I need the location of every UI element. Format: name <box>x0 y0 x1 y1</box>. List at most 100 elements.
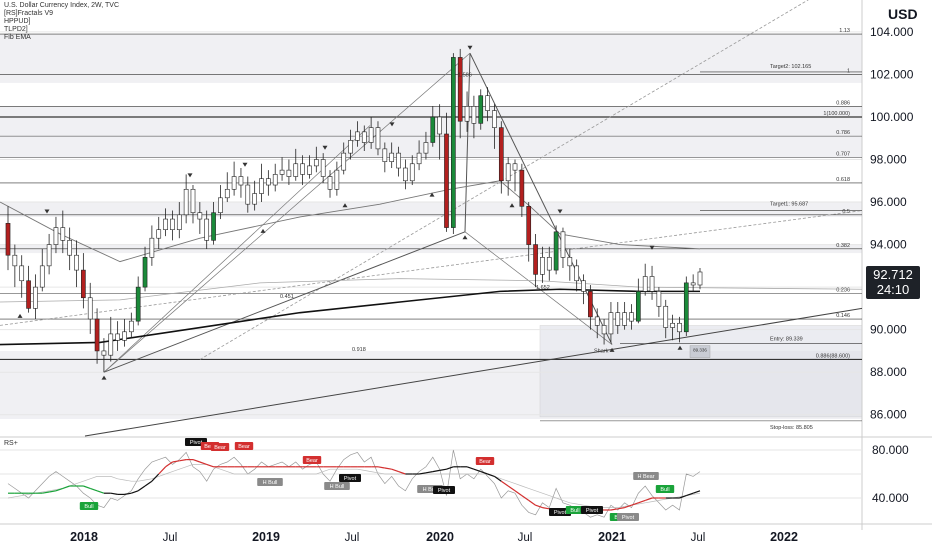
candle <box>5 223 11 256</box>
indicator-fib-ema: Fib EMA <box>4 34 31 41</box>
rsi-label-text: Pivot <box>554 510 567 516</box>
fib-label: 0.618 <box>836 177 850 183</box>
price-tick: 96.000 <box>870 195 907 209</box>
fractal-marker <box>187 173 193 178</box>
bar-countdown: 24:10 <box>876 282 910 297</box>
rsi-signal-segment <box>638 499 646 504</box>
candle <box>156 229 162 239</box>
candle <box>334 169 340 190</box>
candle <box>176 214 182 230</box>
rsi-signal-segment <box>96 490 105 494</box>
rsi-signal-segment <box>473 468 481 473</box>
candle <box>307 165 312 175</box>
candle <box>33 286 38 309</box>
fib-label: 0.886(88.600) <box>816 353 850 359</box>
target2-label: Target2: 102.165 <box>770 64 811 70</box>
ratio-1652: 1.652 <box>536 285 550 291</box>
price-tag-box <box>689 345 711 358</box>
rsi-label-box <box>581 506 603 514</box>
candle <box>471 106 477 124</box>
fractal-marker <box>342 203 348 208</box>
ratio-1586: 1.586 <box>458 73 472 79</box>
pattern-xb <box>103 52 471 373</box>
candle <box>231 176 237 190</box>
time-tick: Jul <box>518 532 533 544</box>
fractal-marker <box>677 345 683 350</box>
rsi-tick: 80.000 <box>872 443 909 457</box>
time-axis[interactable]: 2018 Jul 2019 Jul 2020 Jul 2021 Jul 2022 <box>0 523 932 544</box>
candle <box>382 148 388 162</box>
candle <box>60 227 66 241</box>
candle <box>615 312 621 326</box>
candle <box>636 291 641 322</box>
candle <box>19 265 25 282</box>
currency-label[interactable]: USD <box>888 6 918 22</box>
candle <box>629 312 634 322</box>
candle <box>368 127 374 143</box>
price-axis[interactable]: 104.000 102.000 100.000 98.000 96.000 94.000 9… <box>870 25 914 422</box>
candle <box>396 152 401 169</box>
candle <box>74 254 79 271</box>
lower-pane-title: RS+ <box>4 440 18 447</box>
candle <box>163 218 168 230</box>
candle <box>149 237 155 258</box>
fractal-marker <box>609 347 615 352</box>
price-tick: 98.000 <box>870 153 907 167</box>
time-tick: 2022 <box>770 530 798 544</box>
entry-box <box>539 325 863 418</box>
candle <box>683 282 689 333</box>
rsi-signal-segment <box>384 467 392 470</box>
candle <box>567 257 573 267</box>
candle <box>170 218 175 230</box>
candle <box>108 333 114 356</box>
candle <box>498 127 504 182</box>
rsi-signal-segment <box>179 459 187 462</box>
candle <box>533 244 538 275</box>
rsi-signal-segment <box>377 466 385 469</box>
candle <box>622 312 627 326</box>
rsi-signal-segment <box>610 508 618 511</box>
channel-upper <box>0 210 863 326</box>
candle <box>39 265 45 288</box>
price-tag-label: 89.336 <box>693 348 707 353</box>
rsi-signal-segment <box>158 466 167 475</box>
rsi-signal-segment <box>480 471 488 475</box>
candle <box>389 152 395 162</box>
candle <box>313 159 319 167</box>
candle <box>505 163 511 182</box>
candle <box>238 176 244 186</box>
ratio-0918: 0.918 <box>352 347 366 353</box>
candle <box>293 163 299 177</box>
candle <box>416 152 422 165</box>
rsi-label-text: Pivot <box>438 488 451 494</box>
fib-label: 0.786 <box>836 130 850 136</box>
rsi-signal-segment <box>398 471 406 475</box>
candle <box>115 333 120 341</box>
rsi-signal-segment <box>514 490 523 497</box>
rsi-label-text: Pivot <box>622 515 635 521</box>
candle <box>519 169 525 207</box>
ema-50 <box>0 180 701 263</box>
rsi-signal-segment <box>137 485 146 492</box>
chart-legend: U.S. Dollar Currency Index, 2W, TVC [RS]… <box>4 2 119 42</box>
candle <box>46 244 52 267</box>
candle <box>81 269 86 299</box>
rsi-signal-segment <box>124 492 132 495</box>
rsi-signal-segment <box>165 461 173 468</box>
candle <box>485 95 490 111</box>
fractal-marker <box>101 375 107 380</box>
symbol-title: U.S. Dollar Currency Index, 2W, TVC <box>4 2 120 9</box>
candle <box>300 163 305 175</box>
stoploss-label: Stop-loss: 85.805 <box>770 425 813 431</box>
candle <box>437 116 442 135</box>
fractal-marker <box>557 209 563 214</box>
rsi-signal-segment <box>535 504 543 509</box>
rsi-signal-segment <box>206 463 214 468</box>
candle <box>361 131 367 143</box>
candle <box>457 57 463 122</box>
candle <box>286 169 292 177</box>
candle <box>355 131 360 141</box>
candle <box>526 206 532 245</box>
candle <box>478 95 484 124</box>
